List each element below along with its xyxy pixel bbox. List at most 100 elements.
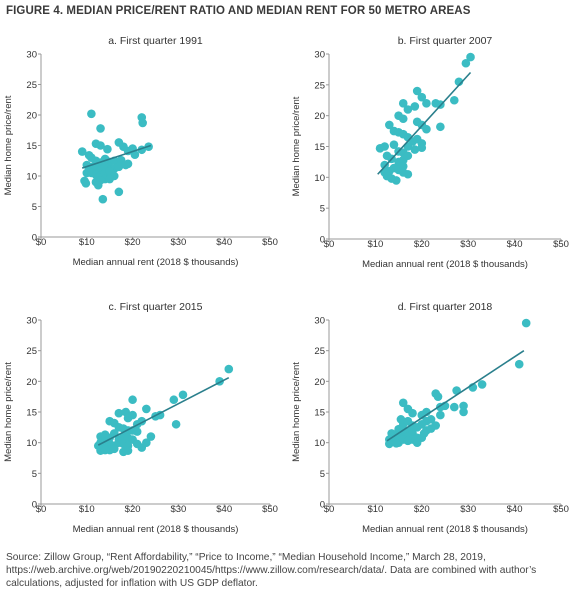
x-tick-label: $30 — [460, 239, 476, 250]
data-point — [123, 446, 133, 455]
data-point — [96, 141, 105, 150]
y-tick-label: 25 — [314, 80, 325, 91]
data-point — [431, 421, 441, 430]
data-point — [171, 419, 181, 429]
data-point — [403, 436, 413, 446]
y-tick-label: 25 — [314, 346, 325, 357]
y-tick-label: 0 — [320, 500, 325, 511]
y-tick-label: 25 — [26, 80, 37, 91]
data-point — [403, 151, 413, 161]
data-point — [224, 364, 234, 374]
y-tick-label: 15 — [314, 142, 325, 153]
y-tick-label: 30 — [26, 50, 37, 61]
data-point — [521, 318, 531, 328]
data-point — [142, 404, 151, 414]
data-point — [436, 410, 445, 420]
x-tick-label: $20 — [125, 237, 141, 248]
data-point — [426, 415, 436, 424]
y-tick-label: 15 — [26, 141, 37, 152]
data-point — [142, 438, 151, 447]
x-tick-label: $50 — [553, 239, 569, 250]
chart-title: b. First quarter 2007 — [398, 35, 493, 47]
trend-line — [97, 376, 230, 446]
data-point — [103, 144, 112, 154]
y-axis-label: Median home price/rent — [291, 362, 302, 462]
y-tick-label: 15 — [314, 408, 325, 419]
x-tick-label: $50 — [262, 504, 278, 515]
data-point — [461, 58, 471, 68]
data-point — [433, 392, 443, 401]
y-tick-label: 5 — [320, 204, 325, 215]
y-tick-label: 20 — [314, 111, 325, 122]
data-point — [380, 168, 389, 177]
data-point — [396, 415, 406, 424]
x-tick-label: $40 — [216, 237, 232, 248]
y-tick-label: 30 — [314, 316, 325, 327]
chart-panel-2: b. First quarter 2007 0 5 10 15 20 25 30 $0 $10 $2… — [291, 35, 569, 270]
data-point — [77, 147, 87, 156]
data-point — [410, 145, 420, 154]
x-tick-label: $30 — [170, 504, 186, 515]
x-axis-label: Median annual rent (2018 $ thousands) — [362, 259, 528, 270]
data-point — [114, 408, 124, 418]
x-tick-label: $0 — [36, 237, 47, 248]
y-tick-label: 5 — [32, 469, 37, 480]
data-point — [449, 402, 459, 412]
trend-line — [81, 144, 152, 169]
x-tick-label: $0 — [36, 504, 47, 515]
data-point — [477, 380, 487, 389]
x-tick-label: $10 — [367, 504, 383, 515]
y-tick-label: 30 — [26, 316, 37, 327]
x-tick-label: $40 — [507, 239, 523, 250]
data-point — [412, 86, 422, 96]
data-point — [398, 168, 408, 177]
data-point — [412, 438, 422, 447]
data-point — [87, 109, 96, 119]
y-axis-label: Median home price/rent — [3, 362, 14, 462]
data-point — [81, 179, 91, 188]
data-point — [398, 398, 408, 408]
data-point — [398, 99, 408, 108]
data-point — [132, 439, 142, 449]
x-tick-label: $30 — [460, 504, 476, 515]
chart-title: d. First quarter 2018 — [398, 301, 493, 313]
x-tick-label: $50 — [553, 504, 569, 515]
y-tick-label: 20 — [26, 377, 37, 388]
figure-title: FIGURE 4. MEDIAN PRICE/RENT RATIO AND ME… — [6, 5, 471, 17]
y-tick-label: 20 — [314, 377, 325, 388]
data-point — [459, 407, 468, 417]
data-point — [93, 180, 103, 190]
y-tick-label: 0 — [32, 500, 37, 511]
x-tick-label: $10 — [79, 504, 95, 515]
x-tick-label: $20 — [414, 239, 430, 250]
y-axis-label: Median home price/rent — [291, 96, 302, 196]
data-point — [422, 99, 431, 108]
data-point — [403, 105, 413, 114]
data-point — [417, 143, 427, 153]
x-tick-label: $0 — [324, 239, 335, 250]
y-tick-label: 15 — [26, 408, 37, 419]
data-point — [96, 124, 105, 133]
source-note: Source: Zillow Group, “Rent Affordabilit… — [6, 552, 537, 589]
chart-panel-1: a. First quarter 1991 0 5 10 15 20 25 30 $0 $10 $2… — [3, 35, 278, 268]
y-tick-label: 10 — [26, 438, 37, 449]
y-tick-label: 10 — [314, 173, 325, 184]
data-point — [105, 174, 114, 184]
data-point — [128, 395, 137, 405]
data-point — [130, 150, 140, 159]
data-point — [449, 95, 459, 105]
data-point — [132, 427, 142, 436]
data-point — [169, 395, 179, 405]
data-point — [114, 162, 124, 172]
y-tick-label: 30 — [314, 50, 325, 61]
x-tick-label: $10 — [367, 239, 383, 250]
y-tick-label: 10 — [314, 438, 325, 449]
data-point — [436, 122, 445, 132]
chart-title: a. First quarter 1991 — [108, 35, 203, 47]
chart-panel-4: d. First quarter 2018 0 5 10 15 20 25 30 $0 $10 $2… — [291, 301, 569, 535]
data-point — [417, 419, 427, 429]
data-point — [391, 438, 401, 448]
x-tick-label: $20 — [125, 504, 141, 515]
data-point — [100, 445, 110, 455]
data-point — [422, 124, 431, 134]
